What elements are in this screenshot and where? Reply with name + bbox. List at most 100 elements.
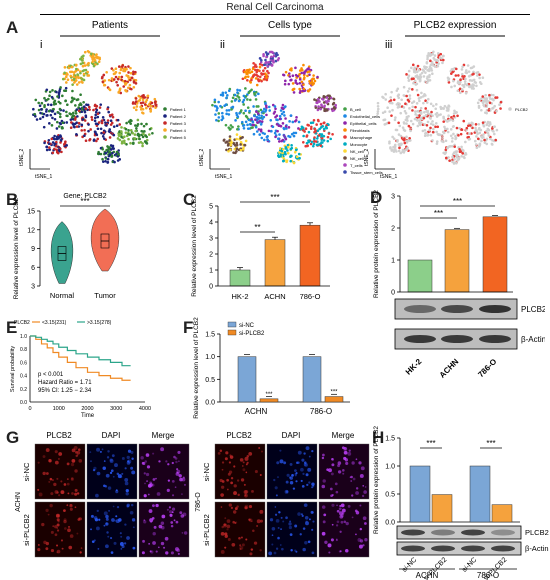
cell-point [242,103,245,106]
cell-point [327,132,331,135]
cell-point [138,137,141,141]
cell-point [484,99,487,103]
cell-point [411,63,415,67]
cell-point [287,145,290,149]
cell-spot [181,493,183,495]
violin [50,221,74,284]
cell-spot [149,483,153,487]
panel-e-survival: PLCB2 <3.15(231) >3.15(278)0.00.20.40.60.8… [10,320,151,419]
significance-label: *** [270,193,279,202]
cell-point [238,89,242,92]
cell-spot [276,461,280,465]
legend-swatch [163,135,167,139]
cell-spot [66,462,70,466]
y-tick-label: 0.5 [385,492,395,499]
cell-spot [359,539,364,543]
cell-point [65,121,69,124]
cell-point [300,71,304,75]
channel-label: PLCB2 [226,431,252,440]
cell-point [427,112,430,115]
cell-point [304,127,308,131]
row-label: si-PLCB2 [202,514,211,546]
cell-point [323,96,327,99]
cell-point [89,128,92,131]
cell-point [50,124,54,127]
cell-spot [171,461,174,465]
cell-point [432,64,435,67]
micrograph [214,501,266,558]
bar [259,398,279,403]
cell-point [478,131,482,135]
cell-point [277,154,280,158]
cell-point [431,120,434,123]
cell-point [484,93,487,97]
cell-spot [239,544,242,547]
cell-point [394,128,398,132]
cell-spot [38,492,43,497]
cell-spot [167,463,170,466]
cell-point [213,104,217,108]
cell-point [467,124,470,128]
cell-point [317,119,320,123]
micrograph [214,443,266,500]
cell-point [255,83,259,87]
cell-point [233,138,236,141]
cell-point [405,148,409,151]
cell-point [133,137,136,140]
cell-point [389,96,392,99]
cell-point [414,105,417,109]
legend-label: Patient 5 [170,135,187,140]
cell-point [403,137,406,140]
legend-swatch [343,156,347,160]
cell-point [260,136,264,140]
cell-spot [145,453,150,457]
blot-label: β-Actin [521,335,545,344]
cell-point [114,75,118,79]
cell-point [94,113,98,117]
cell-point [225,148,228,152]
cell-spot [288,476,292,479]
cell-point [108,151,112,154]
cell-point [408,107,411,110]
cell-spot [311,528,314,531]
cell-spot [102,466,106,471]
cell-point [426,54,429,57]
cell-point [419,117,423,120]
cell-point [257,79,261,83]
cell-point [451,158,454,162]
cell-point [296,74,300,78]
cell-point [132,72,135,76]
cell-point [102,137,106,140]
cell-point [60,150,63,154]
cell-spot [244,494,247,497]
cell-point [259,60,263,64]
cell-point [67,66,71,70]
cell-point [476,132,479,136]
cell-spot [321,456,325,460]
cell-spot [217,451,221,455]
band-plcb2 [461,529,485,536]
cell-point [490,93,493,97]
cell-spot [37,548,41,552]
cell-point [145,142,149,145]
cell-spot [241,465,244,467]
cell-point [75,63,78,67]
cell-point [227,113,231,116]
cell-spot [109,471,113,475]
cell-spot [156,492,161,496]
cell-spot [337,470,342,474]
cell-spot [223,523,227,526]
cell-point [244,139,248,143]
cell-point [462,119,466,123]
cell-point [116,77,120,81]
cell-point [86,49,90,53]
cell-point [402,121,406,124]
cell-spot [124,477,129,482]
cell-point [246,75,250,78]
cell-point [419,73,422,76]
cell-point [99,152,103,156]
cell-spot [322,479,326,483]
cell-point [83,110,87,114]
cell-point [403,141,407,145]
cell-point [449,128,453,131]
